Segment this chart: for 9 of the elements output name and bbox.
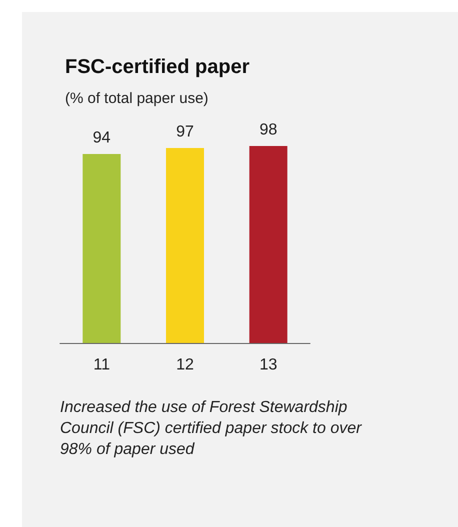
x-tick-label: 11 [93,356,110,374]
x-tick-label: 12 [176,356,194,374]
data-label: 97 [176,124,194,141]
data-label: 94 [92,130,111,147]
data-label: 98 [259,122,278,139]
x-tick-label: 13 [259,356,278,374]
chart-subtitle: (% of total paper use) [65,90,208,107]
chart-title: FSC-certified paper [65,56,250,78]
text: Increased the use of Forest Stewardship Council (FSC) certified paper stock to over 98% of paper used [60,398,363,460]
